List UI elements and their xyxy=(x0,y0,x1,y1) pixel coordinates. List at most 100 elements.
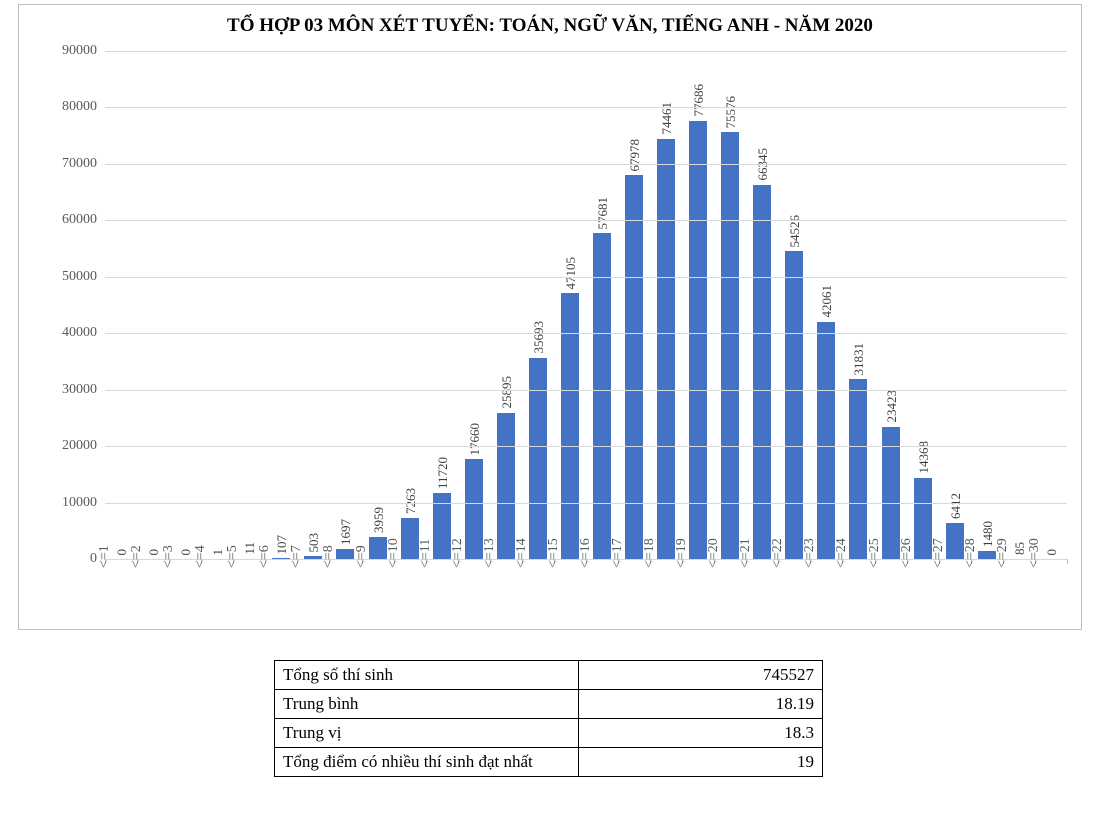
chart-bar-slot: 0 xyxy=(105,51,137,559)
chart-bar-slot: 0 xyxy=(169,51,201,559)
stats-label-cell: Trung bình xyxy=(275,690,579,719)
chart-bar-value-label: 0 xyxy=(146,549,162,556)
chart-bar-value-label: 77686 xyxy=(691,84,707,117)
table-row: Trung vị18.3 xyxy=(275,719,823,748)
chart-bar-value-label: 503 xyxy=(306,533,322,553)
chart-gridline xyxy=(105,446,1067,447)
chart-bar-slot: 75576 xyxy=(714,51,746,559)
chart-bar xyxy=(978,551,996,559)
chart-bar-slot: 1 xyxy=(201,51,233,559)
chart-x-tick-label: <=17 xyxy=(610,538,626,568)
chart-bar-slot: 57681 xyxy=(586,51,618,559)
chart-y-tick-label: 70000 xyxy=(62,156,97,172)
chart-bar-value-label: 1697 xyxy=(338,519,354,545)
chart-bar-value-label: 17660 xyxy=(467,423,483,456)
stats-value-cell: 745527 xyxy=(579,661,823,690)
chart-bar-value-label: 11 xyxy=(242,542,258,555)
chart-bar xyxy=(689,121,707,559)
stats-value-cell: 18.19 xyxy=(579,690,823,719)
chart-x-slot: <=12 xyxy=(458,560,490,626)
chart-x-slot: <=20 xyxy=(714,560,746,626)
chart-x-tick-label: <=5 xyxy=(225,545,241,568)
chart-bar-slot: 17660 xyxy=(458,51,490,559)
chart-x-slot: <=16 xyxy=(586,560,618,626)
chart-x-slot: <=23 xyxy=(810,560,842,626)
chart-bar-slot: 66345 xyxy=(746,51,778,559)
chart-x-tick-label: <=9 xyxy=(354,545,370,568)
chart-bar-slot: 35693 xyxy=(522,51,554,559)
stats-label-cell: Tổng điểm có nhiều thí sinh đạt nhất xyxy=(275,748,579,777)
chart-bar xyxy=(817,322,835,559)
chart-x-tick-label: <=19 xyxy=(674,538,690,568)
chart-bar-slot: 503 xyxy=(297,51,329,559)
chart-x-slot: <=13 xyxy=(490,560,522,626)
chart-bar-value-label: 11720 xyxy=(435,457,451,489)
chart-bar-value-label: 67978 xyxy=(627,139,643,172)
chart-x-tick-label: <=30 xyxy=(1027,538,1043,568)
chart-plot-area: 0001111075031697395972631172017660258953… xyxy=(105,51,1067,559)
chart-bar-value-label: 3959 xyxy=(371,507,387,533)
chart-bar-value-label: 75576 xyxy=(723,96,739,129)
chart-bar-slot: 47105 xyxy=(554,51,586,559)
chart-x-slot: <=24 xyxy=(842,560,874,626)
chart-x-slot: <=28 xyxy=(971,560,1003,626)
chart-bar-value-label: 47105 xyxy=(563,257,579,290)
chart-bar-slot: 31831 xyxy=(842,51,874,559)
chart-bar-slot: 1697 xyxy=(329,51,361,559)
chart-bar-value-label: 0 xyxy=(114,549,130,556)
chart-bar-value-label: 6412 xyxy=(948,493,964,519)
chart-y-tick-label: 0 xyxy=(90,551,97,567)
chart-bar xyxy=(369,537,387,559)
chart-bar xyxy=(657,139,675,559)
chart-bar xyxy=(849,379,867,559)
chart-x-slot: <=21 xyxy=(746,560,778,626)
chart-x-slot: <=9 xyxy=(362,560,394,626)
chart-bar-value-label: 1480 xyxy=(980,521,996,547)
chart-x-slot: <=27 xyxy=(939,560,971,626)
chart-bar xyxy=(465,459,483,559)
chart-bar xyxy=(593,233,611,559)
chart-x-tick-label: <=1 xyxy=(97,545,113,568)
chart-gridline xyxy=(105,277,1067,278)
chart-x-tick-label: <=10 xyxy=(386,538,402,568)
chart-x-slot: <=25 xyxy=(875,560,907,626)
stats-value-cell: 18.3 xyxy=(579,719,823,748)
chart-x-slot: <=14 xyxy=(522,560,554,626)
chart-title: TỔ HỢP 03 MÔN XÉT TUYỂN: TOÁN, NGỮ VĂN, … xyxy=(19,5,1081,41)
chart-bar-slot: 7263 xyxy=(394,51,426,559)
chart-x-slot: <=22 xyxy=(778,560,810,626)
chart-x-tick-label: <=25 xyxy=(867,538,883,568)
chart-y-tick-label: 20000 xyxy=(62,438,97,454)
chart-bar-slot: 107 xyxy=(265,51,297,559)
chart-x-slot: <=2 xyxy=(137,560,169,626)
chart-bar-slot: 77686 xyxy=(682,51,714,559)
chart-bar xyxy=(914,478,932,559)
chart-x-slot: <=18 xyxy=(650,560,682,626)
chart-bar-slot: 54526 xyxy=(778,51,810,559)
chart-bar-slot: 14368 xyxy=(907,51,939,559)
chart-bar-value-label: 1 xyxy=(210,549,226,556)
chart-bar-slot: 74461 xyxy=(650,51,682,559)
chart-x-tick-label: <=23 xyxy=(802,538,818,568)
chart-x-tick-label: <=27 xyxy=(931,538,947,568)
chart-x-tick-label: <=16 xyxy=(578,538,594,568)
chart-bar-slot: 3959 xyxy=(362,51,394,559)
chart-bars-group: 0001111075031697395972631172017660258953… xyxy=(105,51,1067,559)
chart-x-tick-label: <=15 xyxy=(546,538,562,568)
chart-bar-slot: 42061 xyxy=(810,51,842,559)
chart-bar-slot: 11 xyxy=(233,51,265,559)
chart-x-tick-label: <=14 xyxy=(514,538,530,568)
chart-bar-value-label: 85 xyxy=(1012,542,1028,555)
chart-y-tick-label: 40000 xyxy=(62,325,97,341)
chart-x-slot: <=4 xyxy=(201,560,233,626)
chart-x-slot: <=3 xyxy=(169,560,201,626)
chart-x-tick-label: <=21 xyxy=(738,538,754,568)
table-row: Tổng điểm có nhiều thí sinh đạt nhất19 xyxy=(275,748,823,777)
chart-bar xyxy=(721,132,739,559)
chart-bar-value-label: 31831 xyxy=(851,343,867,376)
chart-bar-value-label: 35693 xyxy=(531,321,547,354)
chart-x-slot: <=8 xyxy=(329,560,361,626)
chart-gridline xyxy=(105,107,1067,108)
chart-bar-value-label: 7263 xyxy=(403,488,419,514)
stats-label-cell: Tổng số thí sinh xyxy=(275,661,579,690)
